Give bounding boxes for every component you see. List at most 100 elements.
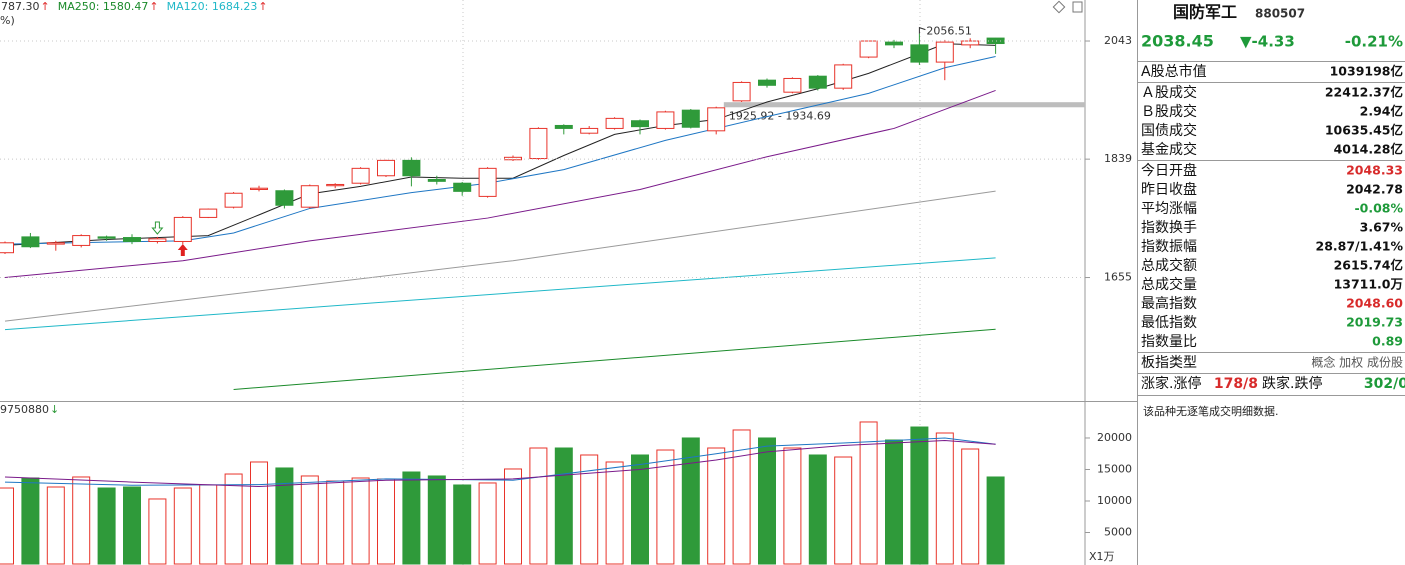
volume-bar [986,476,1005,565]
candle-body [72,235,91,246]
volume-bar [21,477,40,565]
volume-bar [529,447,548,565]
volume-bar [275,467,294,565]
unit-label: X1万 [1089,550,1115,563]
icon[interactable] [1072,1,1083,13]
header-arrow: ↑ [41,0,50,13]
row-value: 10635.45亿 [1325,123,1403,138]
y-tick-label: 1839 [1104,152,1132,165]
row-label: A股总市值 [1141,63,1207,80]
volume-bar [859,421,878,565]
volume-bar [173,487,192,565]
row-label: 总成交额 [1141,257,1197,274]
row-value: 4014.28亿 [1334,142,1403,157]
volume-bar [46,486,65,565]
volume-bar [97,487,116,565]
candle-body [910,44,929,63]
row-label: 平均涨幅 [1141,201,1197,217]
candle-body [250,187,268,190]
candle-body [351,167,370,184]
row-value: 0.89 [1372,334,1403,349]
volume-bar [326,480,345,565]
breadth-cell: 跌家.跌停 [1262,375,1322,392]
candle-body [199,208,218,218]
row-value: 28.87/1.41% [1316,239,1404,254]
candle-body [758,79,776,86]
volume-bar [732,429,751,565]
last-price: 2038.45 [1141,32,1214,51]
row-label: 今日开盘 [1141,162,1197,179]
volume-bar [351,477,370,565]
y-tick-label: 2043 [1104,34,1132,47]
candle-body [986,37,1005,45]
header-value: 787.30 [1,0,40,13]
candle-body [427,178,446,182]
row-value: 2.94亿 [1360,104,1403,119]
volume-bar [834,456,853,565]
volume-bar [808,454,827,565]
row-label: Ｂ股成交 [1141,103,1197,120]
ma-line [233,328,996,390]
row-label: 指数换手 [1141,219,1197,236]
row-label: 国债成交 [1141,122,1197,139]
candle-body [453,182,472,192]
quote-panel: 国防军工 880507 2038.45 ▼-4.33 -0.21% A股总市值 103919… [1138,3,1405,418]
volume-bar [935,432,954,565]
ma-line [4,437,996,486]
y-tick-label: 10000 [1097,494,1132,507]
candle-body [554,124,573,129]
ma-line [4,439,996,487]
candle-body [0,242,14,254]
breadth-cell: 涨家.涨停 [1141,375,1201,392]
index-name: 国防军工 [1173,3,1237,22]
candle-body [935,41,954,63]
candle-body [46,242,65,245]
candle-body [707,107,726,132]
row-value: 2019.73 [1346,315,1403,330]
volume-bar [72,476,91,565]
candle-body [605,117,624,129]
y-tick-label: 20000 [1097,431,1132,444]
row-value: 13711.0万 [1334,277,1403,292]
volume-bar [402,471,421,565]
row-label: 指数振幅 [1141,239,1197,255]
candle-body [808,75,827,89]
volume-bar [910,426,929,565]
header-sub: %) [0,14,15,27]
row-label: 最高指数 [1141,295,1197,312]
row-label: Ａ股成交 [1141,84,1197,101]
row-label: 最低指数 [1141,315,1197,331]
volume-bar [504,468,522,565]
volume-bar [707,447,726,565]
candle-body [478,167,497,197]
volume-bar [199,484,218,565]
candle-body [504,156,522,161]
candle-body [300,185,319,208]
volume-bar [605,461,624,565]
candle-body [783,77,802,93]
candle-body [961,40,980,46]
volume-bar [0,487,14,565]
plot: 1925.92 - 1934.69 2056.51 [0,25,1085,565]
index-code: 880507 [1255,7,1305,21]
high-flag [918,26,926,34]
row-value: 3.67% [1360,220,1404,235]
candle-body [326,183,345,187]
volume-bar [681,437,700,565]
volume-bar [580,454,599,565]
high-label: 2056.51 [926,25,972,38]
icon[interactable] [1052,0,1066,14]
volume-bar [961,448,980,565]
candle-body [656,111,675,129]
volume-bar [377,478,395,565]
volume-bar [453,484,472,565]
price-change: ▼-4.33 [1240,33,1295,51]
candle-body [885,41,903,46]
row-value: 1039198亿 [1330,64,1403,79]
header-arrow: ↑ [258,0,267,13]
volume-bar [758,437,776,565]
volume-bar [300,475,319,565]
band-label: 1925.92 - 1934.69 [729,109,831,122]
volume-bar [148,498,167,565]
